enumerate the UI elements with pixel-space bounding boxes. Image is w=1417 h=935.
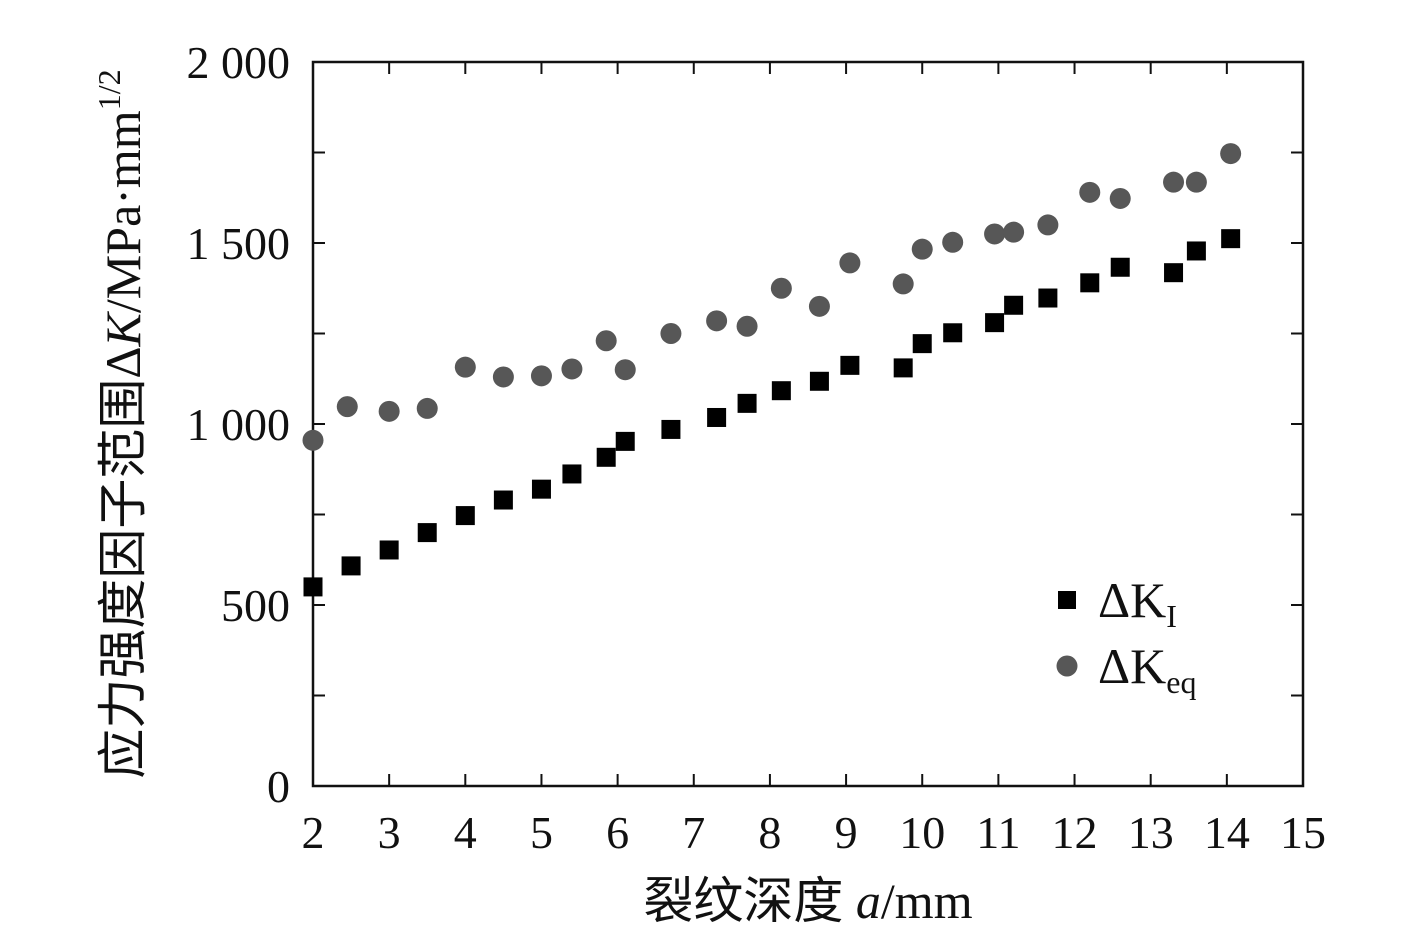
- y-axis-title: 应力强度因子范围ΔK/MPa·mm1/2: [91, 69, 151, 778]
- legend-marker-circle: [1056, 655, 1078, 677]
- data-point-dki: [771, 381, 791, 401]
- data-point-dki: [840, 355, 860, 375]
- data-point-dkeq: [892, 273, 914, 295]
- legend: ΔKI ΔKeq: [1056, 572, 1196, 700]
- data-point-dkeq: [416, 397, 438, 419]
- x-tick-label: 13: [1128, 807, 1174, 858]
- data-point-dkeq: [736, 315, 758, 337]
- data-point-dkeq: [911, 238, 933, 260]
- data-point-dkeq: [1163, 171, 1185, 193]
- legend-label-dkeq: ΔKeq: [1098, 638, 1196, 700]
- data-point-dkeq: [706, 310, 728, 332]
- x-tick-label: 12: [1052, 807, 1098, 858]
- data-point-dki: [1221, 229, 1241, 249]
- data-point-dkeq: [614, 359, 636, 381]
- data-point-dki: [1080, 273, 1100, 293]
- data-point-dkeq: [1037, 214, 1059, 236]
- data-point-dkeq: [1185, 171, 1207, 193]
- x-tick-label: 3: [378, 807, 401, 858]
- data-point-dki: [943, 323, 963, 343]
- y-axis: 0 500 1 000 1 500 2 000: [187, 37, 1303, 812]
- data-point-dki: [1110, 257, 1130, 277]
- data-point-dki: [493, 490, 513, 510]
- data-point-dkeq: [561, 358, 583, 380]
- y-tick-label: 1 500: [187, 218, 291, 269]
- data-point-dki: [379, 540, 399, 560]
- data-point-dki: [341, 556, 361, 576]
- data-point-dkeq: [808, 295, 830, 317]
- x-tick-label: 9: [835, 807, 858, 858]
- x-tick-label: 15: [1280, 807, 1326, 858]
- data-point-dki: [562, 464, 582, 484]
- x-tick-label: 7: [682, 807, 705, 858]
- data-point-dkeq: [1003, 221, 1025, 243]
- data-point-dkeq: [336, 396, 358, 418]
- x-tick-label: 5: [530, 807, 553, 858]
- data-point-dkeq: [770, 277, 792, 299]
- data-point-dkeq: [454, 356, 476, 378]
- data-point-dki: [737, 393, 757, 413]
- data-point-dki: [661, 419, 681, 439]
- data-point-dki: [455, 506, 475, 526]
- data-point-dki: [1038, 288, 1058, 308]
- data-point-dkeq: [1079, 181, 1101, 203]
- x-tick-label: 8: [758, 807, 781, 858]
- data-point-dki: [707, 407, 727, 427]
- data-point-dki: [1004, 295, 1024, 315]
- y-tick-label: 2 000: [187, 37, 291, 88]
- data-point-dki: [596, 447, 616, 467]
- data-point-dki: [893, 358, 913, 378]
- data-point-dkeq: [839, 252, 861, 274]
- x-tick-label: 6: [606, 807, 629, 858]
- x-tick-label: 14: [1204, 807, 1250, 858]
- x-axis: 2 3 4 5 6 7 8 9 10 11 12 13 14 15: [302, 62, 1326, 858]
- legend-marker-square: [1058, 591, 1076, 609]
- data-point-dki: [531, 479, 551, 499]
- data-point-dkeq: [302, 429, 324, 451]
- data-point-dkeq: [595, 330, 617, 352]
- x-tick-label: 2: [302, 807, 325, 858]
- data-point-dki: [417, 523, 437, 543]
- y-tick-label: 500: [221, 580, 290, 631]
- data-point-dki: [1186, 241, 1206, 261]
- x-tick-label: 10: [899, 807, 945, 858]
- data-point-dki: [912, 334, 932, 354]
- data-point-dkeq: [492, 366, 514, 388]
- data-point-dki: [1164, 263, 1184, 283]
- data-point-dki: [615, 431, 635, 451]
- data-point-dkeq: [1220, 143, 1242, 165]
- data-point-dkeq: [660, 323, 682, 344]
- data-series: [302, 143, 1242, 597]
- data-point-dkeq: [942, 231, 964, 253]
- x-tick-label: 11: [976, 807, 1020, 858]
- data-point-dki: [303, 577, 323, 597]
- data-point-dkeq: [378, 400, 400, 422]
- data-point-dkeq: [1109, 187, 1131, 209]
- data-point-dkeq: [984, 223, 1006, 245]
- data-point-dki: [985, 313, 1005, 333]
- data-point-dkeq: [530, 365, 552, 387]
- legend-label-dki: ΔKI: [1098, 572, 1177, 634]
- y-tick-label: 0: [267, 761, 290, 812]
- x-tick-label: 4: [454, 807, 477, 858]
- y-tick-label: 1 000: [187, 399, 291, 450]
- x-axis-title: 裂纹深度 a/mm: [643, 873, 972, 929]
- data-point-dki: [809, 371, 829, 391]
